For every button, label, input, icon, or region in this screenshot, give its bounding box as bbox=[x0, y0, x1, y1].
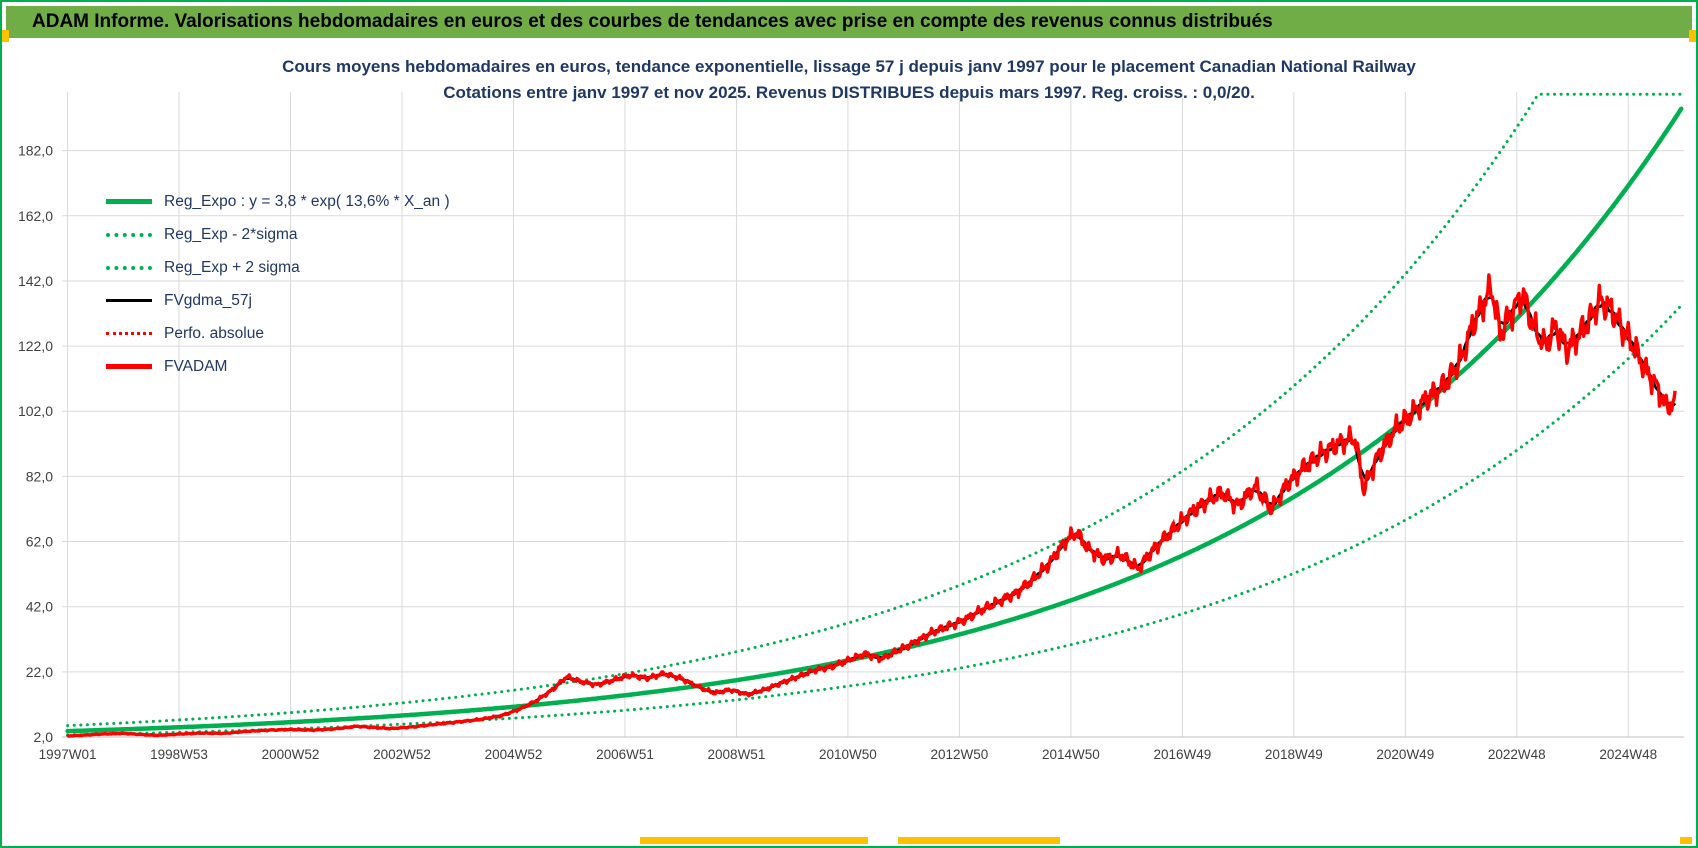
legend-label: Reg_Exp - 2*sigma bbox=[164, 225, 298, 243]
x-tick-label: 1998W53 bbox=[150, 747, 208, 762]
x-tick-label: 2000W52 bbox=[262, 747, 320, 762]
legend-swatch-solid bbox=[106, 364, 152, 369]
chart-subtitle: Cotations entre janv 1997 et nov 2025. R… bbox=[443, 83, 1255, 102]
x-tick-label: 2014W50 bbox=[1042, 747, 1100, 762]
x-tick-label: 2018W49 bbox=[1265, 747, 1323, 762]
y-tick-label: 102,0 bbox=[18, 403, 53, 419]
legend-swatch-solid bbox=[106, 299, 152, 302]
x-tick-label: 1997W01 bbox=[39, 747, 97, 762]
x-tick-label: 2024W48 bbox=[1599, 747, 1657, 762]
x-tick-label: 2002W52 bbox=[373, 747, 431, 762]
y-tick-label: 2,0 bbox=[34, 729, 54, 745]
x-tick-label: 2022W48 bbox=[1488, 747, 1546, 762]
legend-label: FVgdma_57j bbox=[164, 291, 252, 309]
y-tick-label: 182,0 bbox=[18, 143, 53, 159]
x-tick-label: 2020W49 bbox=[1376, 747, 1434, 762]
y-tick-label: 82,0 bbox=[26, 468, 53, 484]
x-tick-label: 2012W50 bbox=[930, 747, 988, 762]
x-tick-label: 2004W52 bbox=[485, 747, 543, 762]
y-tick-label: 162,0 bbox=[18, 208, 53, 224]
legend-item: Reg_Exp + 2 sigma bbox=[106, 256, 450, 279]
header-title: ADAM Informe. Valorisations hebdomadaire… bbox=[6, 6, 1692, 38]
series-fvadam bbox=[66, 273, 1677, 738]
y-tick-label: 42,0 bbox=[26, 599, 53, 615]
yellow-strip-segment bbox=[898, 837, 1060, 844]
x-tick-label: 2016W49 bbox=[1153, 747, 1211, 762]
legend-item: Reg_Exp - 2*sigma bbox=[106, 223, 450, 246]
y-tick-label: 122,0 bbox=[18, 338, 53, 354]
legend-swatch-solid bbox=[106, 199, 152, 204]
chart-svg: 2,0 22,0 42,0 62,0 82,0 102,0 122,0 142,0 162,0 1… bbox=[18, 92, 1684, 762]
legend-item: Perfo. absolue bbox=[106, 322, 450, 345]
y-tick-label: 142,0 bbox=[18, 273, 53, 289]
series-reg-plus-2sigma bbox=[66, 92, 1683, 728]
x-tick-label: 2010W50 bbox=[819, 747, 877, 762]
legend-label: Reg_Exp + 2 sigma bbox=[164, 258, 300, 276]
chart-title-block: Cours moyens hebdomadaires en euros, ten… bbox=[2, 54, 1696, 106]
bottom-strip bbox=[6, 837, 1692, 844]
legend-item: FVADAM bbox=[106, 355, 450, 378]
yellow-strip-segment bbox=[1680, 837, 1692, 844]
y-tick-label: 62,0 bbox=[26, 534, 53, 550]
legend-item: FVgdma_57j bbox=[106, 289, 450, 312]
y-tick-label: 22,0 bbox=[26, 664, 53, 680]
legend-swatch-dotted bbox=[106, 232, 152, 237]
yellow-accent-right bbox=[1689, 30, 1696, 44]
yellow-strip-segment bbox=[640, 837, 868, 844]
x-tick-label: 2006W51 bbox=[596, 747, 654, 762]
legend-label: Reg_Expo : y = 3,8 * exp( 13,6% * X_an ) bbox=[164, 192, 450, 210]
legend-swatch-dotted bbox=[106, 332, 152, 335]
legend-label: Perfo. absolue bbox=[164, 324, 264, 342]
legend-label: FVADAM bbox=[164, 357, 228, 375]
chart-legend: Reg_Expo : y = 3,8 * exp( 13,6% * X_an )… bbox=[106, 190, 450, 378]
x-tick-label: 2008W51 bbox=[708, 747, 766, 762]
chart-title: Cours moyens hebdomadaires en euros, ten… bbox=[282, 57, 1416, 76]
yellow-accent-left bbox=[2, 30, 9, 44]
legend-swatch-dotted bbox=[106, 265, 152, 270]
legend-item: Reg_Expo : y = 3,8 * exp( 13,6% * X_an ) bbox=[106, 190, 450, 213]
chart-region: 2,0 22,0 42,0 62,0 82,0 102,0 122,0 142,0 162,0 1… bbox=[2, 42, 1696, 836]
